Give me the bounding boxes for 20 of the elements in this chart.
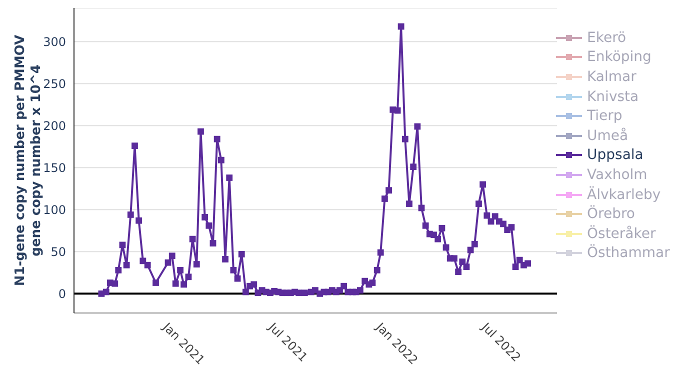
legend-label: Enköping: [587, 49, 652, 66]
legend-label: Vaxholm: [587, 166, 648, 183]
legend-label: Östhammar: [587, 245, 670, 262]
y-axis-title: N1-gene copy number per PMMOV gene copy number x 10^4: [13, 34, 44, 286]
y-tick-label: 300: [43, 34, 66, 49]
legend-label: Kalmar: [587, 68, 636, 85]
legend-label: Ekerö: [587, 30, 626, 46]
legend-label: Örebro: [587, 206, 635, 222]
legend-label: Knivsta: [587, 88, 639, 105]
legend-label: Umeå: [587, 128, 628, 144]
y-tick-label: 100: [43, 202, 66, 217]
y-tick-label: 250: [43, 76, 66, 91]
legend-label: Älvkarleby: [587, 186, 661, 203]
legend-label: Österåker: [587, 226, 656, 242]
legend-label: Uppsala: [587, 147, 644, 164]
y-tick-label: 50: [50, 244, 66, 259]
y-tick-label: 150: [43, 160, 66, 175]
legend-label: Tierp: [587, 108, 622, 124]
y-tick-label: 200: [43, 118, 66, 133]
y-tick-label: 0: [58, 286, 66, 301]
